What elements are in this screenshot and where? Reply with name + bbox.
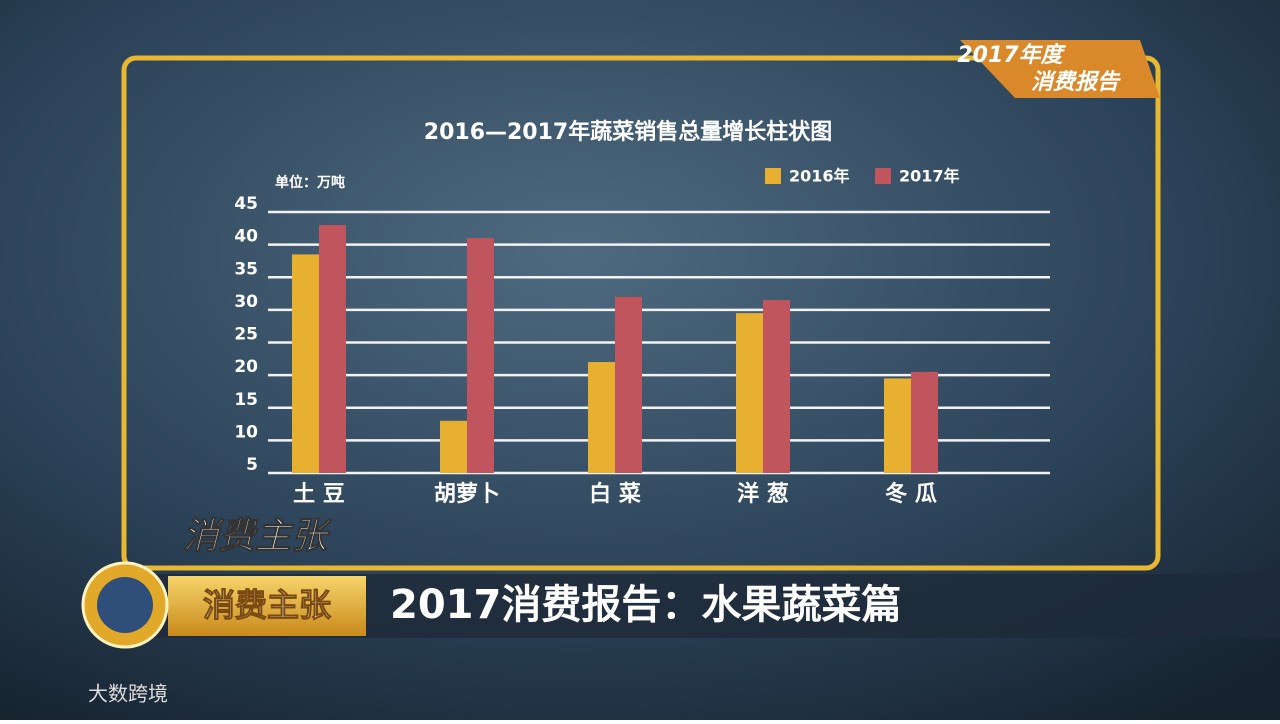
x-tick-label: 洋 葱 <box>737 481 789 507</box>
banner-program-box <box>168 576 366 636</box>
x-tick-label: 冬 瓜 <box>885 481 937 507</box>
badge-shape <box>960 40 1160 98</box>
chart-frame <box>121 55 1161 571</box>
legend-swatch <box>765 168 781 184</box>
bar <box>292 254 319 473</box>
bar <box>736 313 763 473</box>
banner-program: 消费主张 <box>203 586 331 624</box>
y-tick-label: 15 <box>234 390 258 410</box>
badge-text: 消费报告 <box>1031 70 1121 95</box>
legend-label: 2017年 <box>899 167 960 186</box>
y-tick-label: 10 <box>234 422 258 442</box>
watermark: 大数跨境 <box>88 682 168 706</box>
legend-label: 2016年 <box>789 167 850 186</box>
chart-title: 2016—2017年蔬菜销售总量增长柱状图 <box>424 119 832 145</box>
y-tick-label: 40 <box>234 227 258 247</box>
program-logo: 消费主张 <box>183 516 332 557</box>
bar <box>588 362 615 473</box>
bar <box>911 371 938 473</box>
bar <box>763 300 790 473</box>
bar <box>884 378 911 473</box>
y-tick-label: 45 <box>234 194 258 214</box>
bar <box>467 238 494 473</box>
bar <box>440 420 467 473</box>
x-tick-label: 白 菜 <box>589 481 641 507</box>
x-tick-label: 土 豆 <box>293 482 345 507</box>
y-tick-label: 30 <box>234 292 258 312</box>
bar <box>615 296 642 473</box>
banner-headline: 2017消费报告：水果蔬菜篇 <box>390 582 901 628</box>
legend-swatch <box>875 168 891 184</box>
y-tick-label: 35 <box>234 259 258 279</box>
y-tick-label: 20 <box>234 357 258 377</box>
badge-year: 2017年度 <box>957 42 1066 68</box>
bar <box>319 225 346 473</box>
unit-label: 单位：万吨 <box>275 174 345 191</box>
x-tick-label: 胡萝卜 <box>434 481 500 507</box>
y-tick-label: 25 <box>234 325 258 345</box>
globe-logo-core <box>97 577 153 633</box>
y-tick-label: 5 <box>246 455 258 475</box>
